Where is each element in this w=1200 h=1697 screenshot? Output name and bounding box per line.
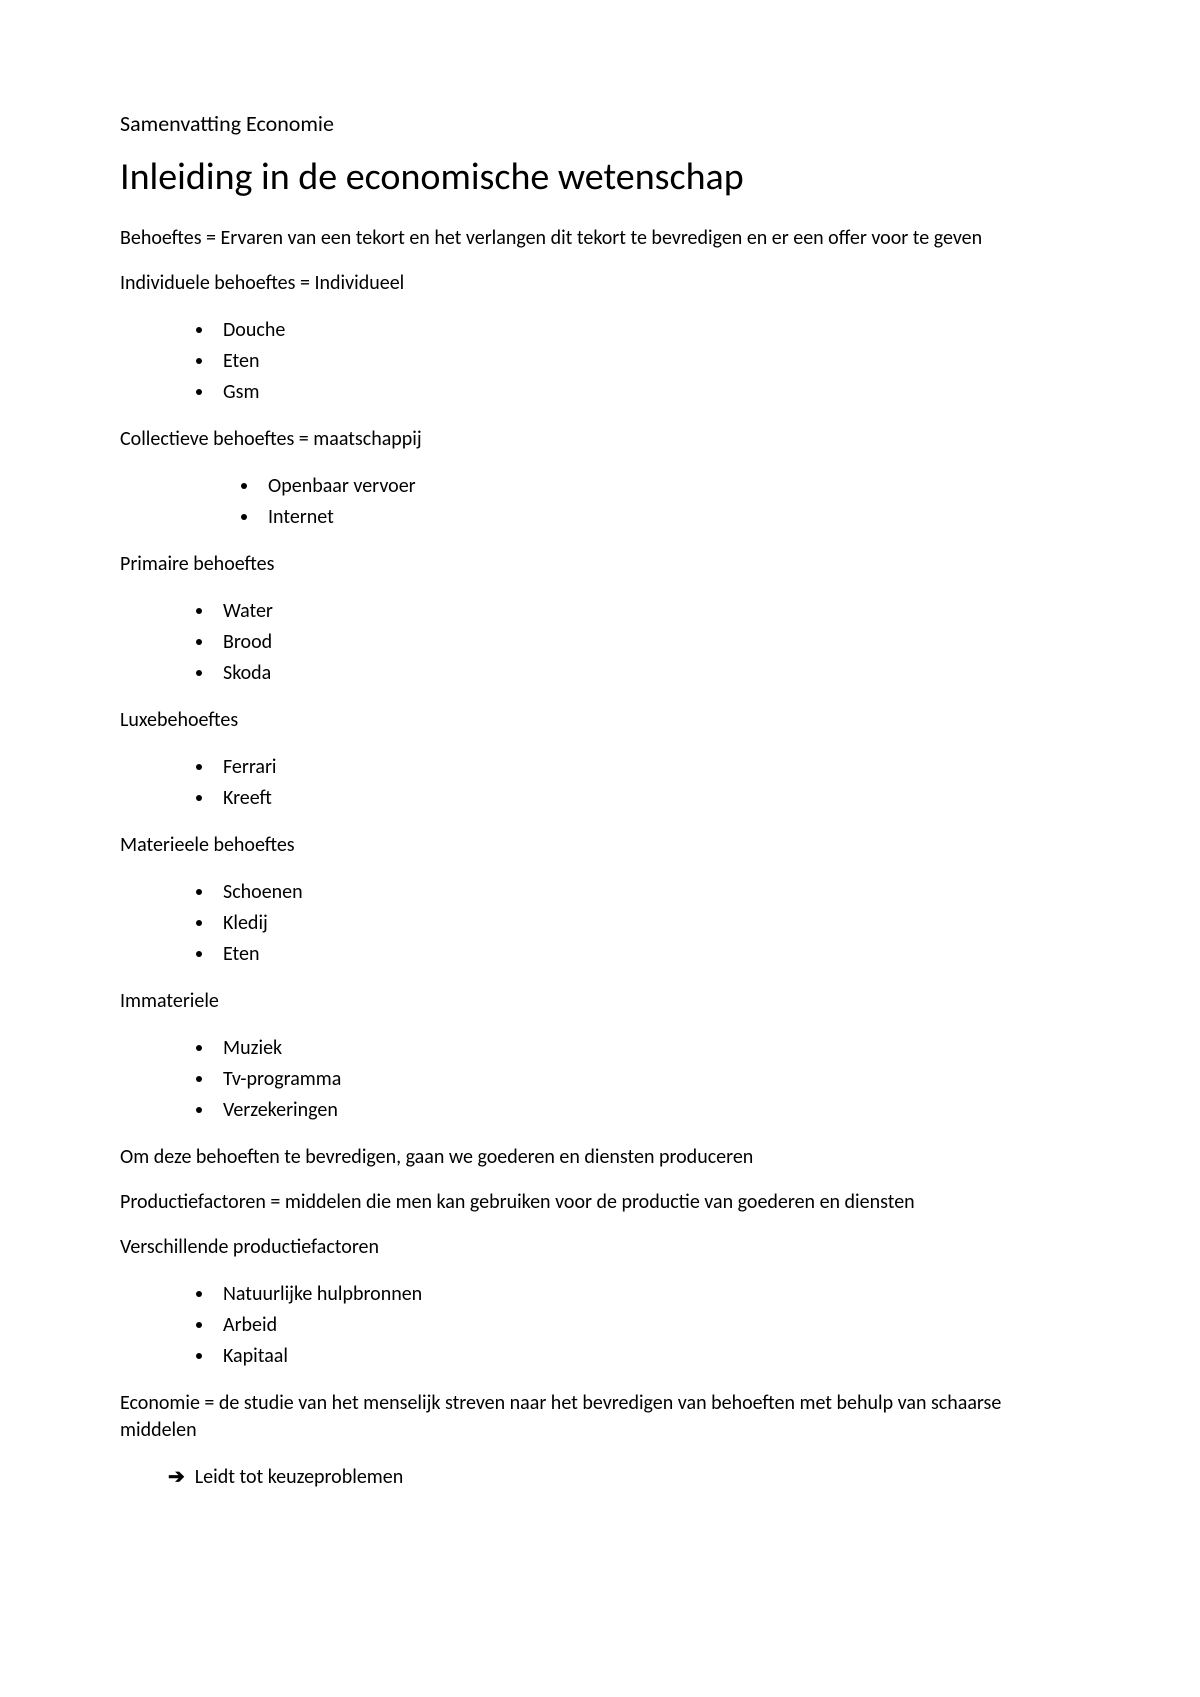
arrow-list: ➔ Leidt tot keuzeproblemen bbox=[120, 1462, 1080, 1493]
list-item: Kreeft bbox=[215, 783, 1080, 814]
list-item: Ferrari bbox=[215, 752, 1080, 783]
paragraph: Verschillende productiefactoren bbox=[120, 1234, 1080, 1261]
document-body: Behoeftes = Ervaren van een tekort en he… bbox=[120, 225, 1080, 1493]
arrow-right-icon: ➔ bbox=[168, 1462, 185, 1493]
bullet-list: MuziekTv-programmaVerzekeringen bbox=[120, 1033, 1080, 1126]
paragraph: Primaire behoeftes bbox=[120, 551, 1080, 578]
list-item: Natuurlijke hulpbronnen bbox=[215, 1279, 1080, 1310]
paragraph: Luxebehoeftes bbox=[120, 707, 1080, 734]
paragraph: Om deze behoeften te bevredigen, gaan we… bbox=[120, 1144, 1080, 1171]
arrow-item: ➔ Leidt tot keuzeproblemen bbox=[168, 1462, 1080, 1493]
list-item: Douche bbox=[215, 315, 1080, 346]
bullet-list: Openbaar vervoerInternet bbox=[120, 471, 1080, 533]
bullet-list: WaterBroodSkoda bbox=[120, 596, 1080, 689]
list-item: Kapitaal bbox=[215, 1341, 1080, 1372]
list-item: Eten bbox=[215, 939, 1080, 970]
bullet-list: Natuurlijke hulpbronnenArbeidKapitaal bbox=[120, 1279, 1080, 1372]
list-item: Muziek bbox=[215, 1033, 1080, 1064]
document-subtitle: Samenvatting Economie bbox=[120, 110, 1080, 137]
list-item: Schoenen bbox=[215, 877, 1080, 908]
list-item: Kledij bbox=[215, 908, 1080, 939]
paragraph: Individuele behoeftes = Individueel bbox=[120, 270, 1080, 297]
list-item: Internet bbox=[260, 502, 1080, 533]
paragraph: Materieele behoeftes bbox=[120, 832, 1080, 859]
bullet-list: SchoenenKledijEten bbox=[120, 877, 1080, 970]
list-item: Openbaar vervoer bbox=[260, 471, 1080, 502]
list-item: Tv-programma bbox=[215, 1064, 1080, 1095]
paragraph: Immateriele bbox=[120, 988, 1080, 1015]
bullet-list: DoucheEtenGsm bbox=[120, 315, 1080, 408]
list-item: Water bbox=[215, 596, 1080, 627]
list-item: Gsm bbox=[215, 377, 1080, 408]
list-item: Eten bbox=[215, 346, 1080, 377]
arrow-item-label: Leidt tot keuzeproblemen bbox=[195, 1462, 403, 1493]
paragraph: Collectieve behoeftes = maatschappij bbox=[120, 426, 1080, 453]
list-item: Skoda bbox=[215, 658, 1080, 689]
bullet-list: FerrariKreeft bbox=[120, 752, 1080, 814]
document-title: Inleiding in de economische wetenschap bbox=[120, 155, 1080, 201]
paragraph: Productiefactoren = middelen die men kan… bbox=[120, 1189, 1080, 1216]
list-item: Arbeid bbox=[215, 1310, 1080, 1341]
list-item: Verzekeringen bbox=[215, 1095, 1080, 1126]
paragraph: Behoeftes = Ervaren van een tekort en he… bbox=[120, 225, 1080, 252]
paragraph: Economie = de studie van het menselijk s… bbox=[120, 1390, 1080, 1444]
document-page: Samenvatting Economie Inleiding in de ec… bbox=[0, 0, 1200, 1697]
list-item: Brood bbox=[215, 627, 1080, 658]
